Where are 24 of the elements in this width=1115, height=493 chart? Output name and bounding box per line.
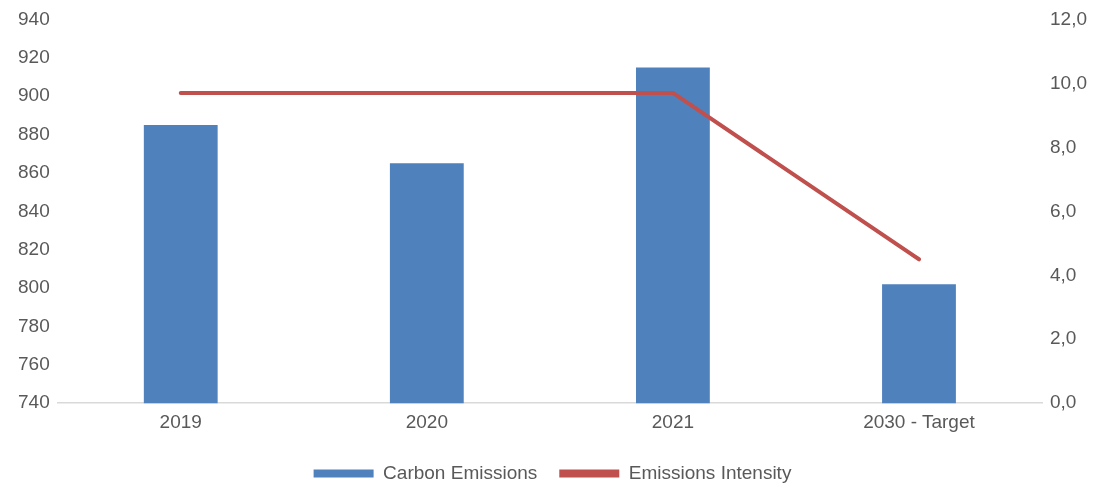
y-tick-label: 920 — [18, 46, 50, 68]
y-tick-label: 860 — [18, 161, 50, 183]
y-tick-label: 800 — [18, 276, 50, 298]
y2-tick-label: 10,0 — [1050, 71, 1087, 93]
y-tick-label: 760 — [18, 353, 50, 375]
y2-tick-label: 0,0 — [1050, 391, 1077, 413]
y-tick-label: 900 — [18, 84, 50, 106]
y2-tick-label: 12,0 — [1050, 7, 1087, 29]
legend-label: Emissions Intensity — [628, 461, 792, 483]
y2-tick-label: 8,0 — [1050, 135, 1077, 157]
x-tick-label: 2021 — [651, 410, 695, 432]
y-tick-label: 820 — [18, 237, 50, 259]
y-tick-label: 780 — [18, 314, 50, 336]
x-tick-label: 2020 — [405, 410, 448, 432]
y2-tick-label: 4,0 — [1050, 263, 1077, 285]
y-tick-label: 880 — [18, 122, 50, 144]
y-tick-label: 940 — [18, 7, 50, 29]
y2-tick-label: 2,0 — [1050, 327, 1077, 349]
y2-tick-label: 6,0 — [1050, 199, 1077, 221]
x-tick-label: 2019 — [159, 410, 202, 432]
x-tick-label: 2030 - Target — [863, 410, 976, 432]
y-tick-label: 840 — [18, 199, 50, 221]
legend-label: Carbon Emissions — [383, 461, 538, 483]
y-tick-label: 740 — [18, 391, 50, 413]
